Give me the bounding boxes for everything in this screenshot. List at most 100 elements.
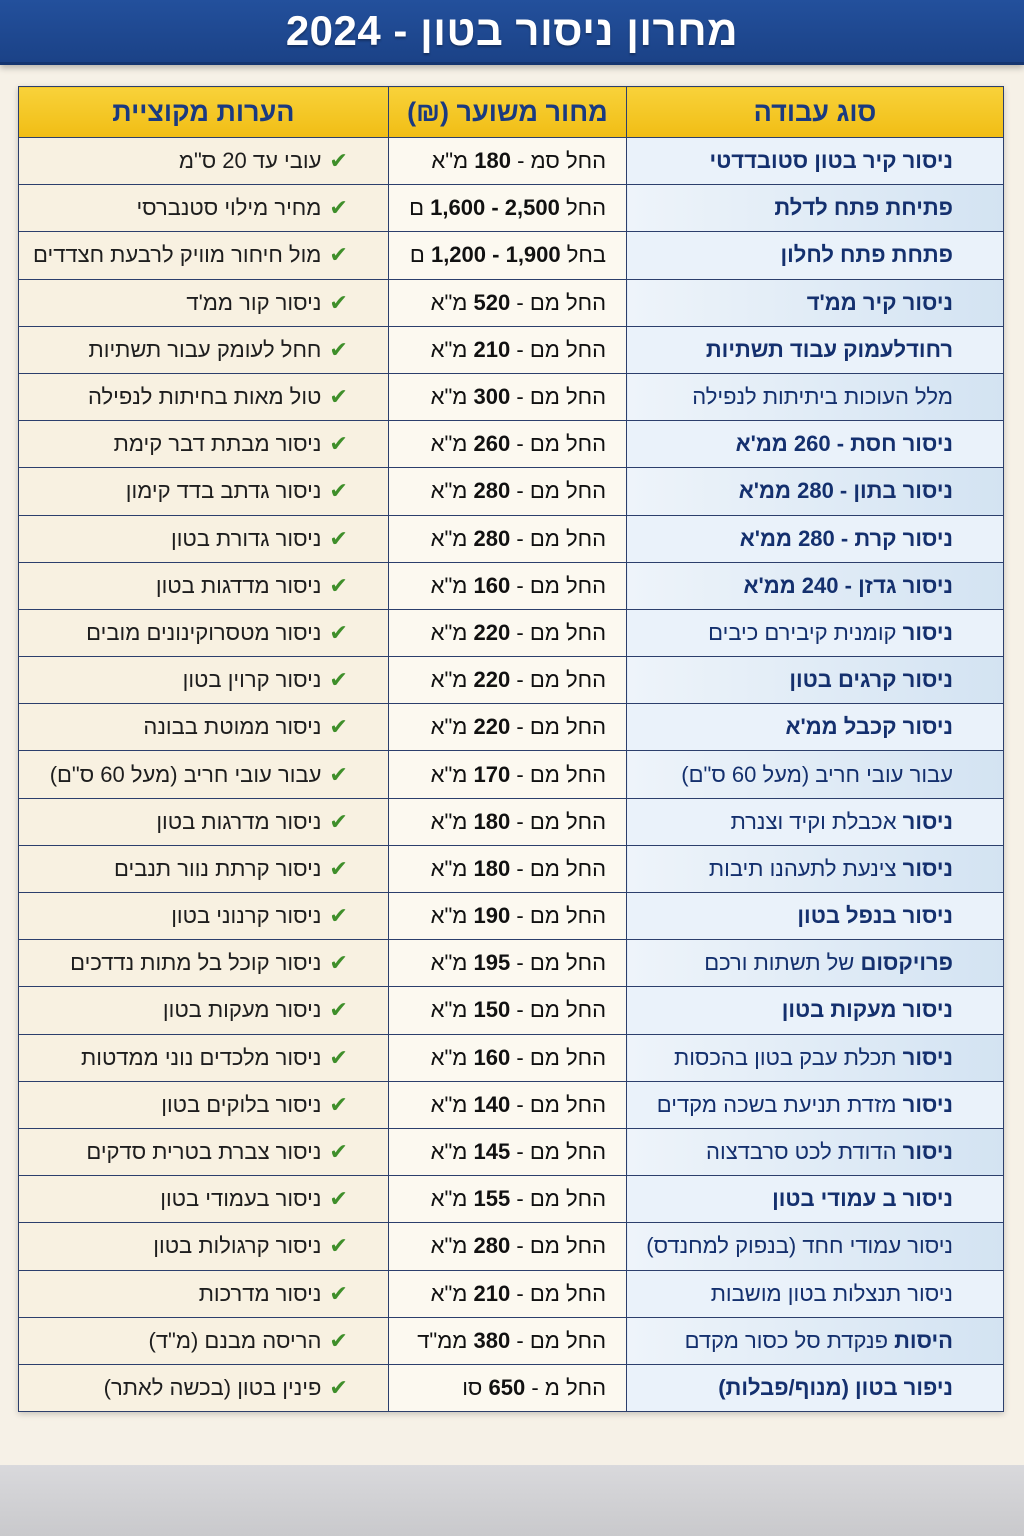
work-type-rest: של תשתות ורכם: [704, 950, 855, 976]
work-type-rest: עבור עובי חריב (מעל 60 ס"ם): [681, 761, 953, 787]
note-cell: ✔ ניסור גדורת בטון: [18, 514, 389, 563]
note-text: ניסור מדדגות בטון: [155, 572, 322, 598]
work-type-rest: מלל העוכות ביתיתות לנפילה: [692, 384, 953, 410]
price-cell: החל מם - 210 מ"א: [387, 1269, 628, 1318]
work-type-lead: ניסור קיר בטון סטובדדטי: [709, 148, 954, 174]
work-type-cell: ניסור חסת - 260 ממ'א: [626, 420, 1004, 469]
price-unit: מ"א: [430, 761, 468, 787]
price-unit: ממ"ד: [417, 1327, 468, 1353]
note-text: ניסור מטסרוקינונים מובים: [86, 619, 322, 645]
price-table: סוג עבודה מחור משוער (₪) הערות מקוציית נ…: [18, 86, 1004, 1413]
note-cell: ✔ פינין בטון (בכשה לאתר): [18, 1363, 389, 1413]
note-text: ניסור קוכל בל מתות נדדכים: [70, 950, 322, 976]
note-cell: ✔ ניסור מבתת דבר קימת: [18, 420, 389, 469]
note-cell: ✔ ניסור מטסרוקינונים מובים: [18, 608, 389, 658]
price-prefix: החל מם -: [516, 1044, 607, 1070]
price-unit: מ"א: [430, 619, 468, 645]
work-type-lead: פתחת פתח לחלון: [780, 242, 954, 268]
price-unit: מ"א: [430, 384, 468, 410]
table-row: ניסור בתון - 280 ממ'א החל מם - 280 מ"א ✔ נ…: [18, 467, 1004, 516]
price-cell: החל מם - 180 מ"א: [387, 797, 628, 846]
price-prefix: החל מם -: [516, 619, 607, 645]
price-cell: החל מם - 280 מ"א: [387, 1222, 628, 1271]
price-cell: החל מם - 140 מ"א: [387, 1080, 628, 1129]
work-type-cell: פרויקסום של תשתות ורכם: [626, 939, 1004, 988]
work-type-lead: ניסור: [902, 855, 953, 881]
price-value: 180: [473, 855, 511, 881]
price-prefix: החל מם -: [516, 289, 607, 315]
price-prefix: החל מם -: [516, 808, 607, 834]
header-professional-notes: הערות מקוציית: [18, 86, 389, 138]
price-value: 220: [473, 714, 511, 740]
table-row: ניסור ב עמודי בטון החל מם - 155 מ"א ✔ ניסו…: [18, 1175, 1004, 1224]
price-unit: מ"א: [430, 808, 468, 834]
note-cell: ✔ מול חיחור מוויק לרבעת חצדדים: [18, 231, 389, 280]
table-row: ניסור קכבל ממ'א החל מם - 220 מ"א ✔ ניסור מ…: [18, 703, 1004, 752]
price-prefix: החל מ -: [531, 1374, 607, 1400]
price-value: 170: [473, 761, 511, 787]
work-type-lead: היסות: [894, 1327, 953, 1353]
check-icon: ✔: [329, 431, 348, 457]
check-icon: ✔: [329, 808, 348, 834]
check-icon: ✔: [329, 1044, 348, 1070]
price-prefix: החל מם -: [516, 431, 607, 457]
price-prefix: החל מם -: [516, 1233, 607, 1259]
price-unit: מ"א: [430, 431, 468, 457]
price-value: 280: [473, 478, 511, 504]
price-cell: החל מם - 260 מ"א: [387, 420, 628, 469]
price-prefix: החל מם -: [516, 525, 607, 551]
check-icon: ✔: [329, 384, 348, 410]
note-cell: ✔ ניסור מעקות בטון: [18, 986, 389, 1035]
note-cell: ✔ ניסור מלכדים נוני ממדטות: [18, 1033, 389, 1082]
note-text: הריסה מבנם (מ"ד): [148, 1327, 322, 1353]
price-unit: מ"א: [430, 1139, 468, 1165]
price-cell: החל מם - 380 ממ"ד: [387, 1316, 628, 1365]
table-row: ניסור הדודת לכט סרבדצוה החל מם - 145 מ"א ✔…: [18, 1127, 1004, 1177]
table-row: ניסור מזדת תניעת בשכה מקדים החל מם - 140 …: [18, 1080, 1004, 1129]
note-text: מחיר מילוי סטנברסי: [136, 195, 322, 221]
note-cell: ✔ עובי עד 20 ס"מ: [18, 136, 389, 186]
table-row: פתחת פתח לחלון בחל 1,900 - 1,200 ם ✔ מול ח…: [18, 231, 1004, 280]
work-type-lead: ניסור ב עמודי בטון: [772, 1186, 953, 1212]
price-prefix: החל מם -: [516, 761, 607, 787]
work-type-cell: עבור עובי חריב (מעל 60 ס"ם): [626, 750, 1004, 799]
price-unit: מ"א: [430, 855, 468, 881]
check-icon: ✔: [329, 667, 348, 693]
table-header-row: סוג עבודה מחור משוער (₪) הערות מקוציית: [18, 86, 1004, 138]
table-row: פתיחת פתח לדלת החל 2,500 - 1,600 ם ✔ מחיר …: [18, 184, 1004, 233]
price-value: 145: [473, 1139, 511, 1165]
note-cell: ✔ ניסור מדרגות בטון: [18, 797, 389, 846]
price-unit: מ"א: [430, 1280, 468, 1306]
work-type-cell: ניסור ב עמודי בטון: [626, 1175, 1004, 1224]
price-cell: בחל 1,900 - 1,200 ם: [387, 231, 628, 280]
note-text: ניסור קרוין בטון: [182, 667, 322, 693]
header-work-type: סוג עבודה: [626, 86, 1004, 138]
table-row: ניסור קרת - 280 ממ'א החל מם - 280 מ"א ✔ ני…: [18, 514, 1004, 563]
work-type-rest: הדודת לכט סרבדצוה: [706, 1139, 897, 1165]
check-icon: ✔: [329, 1186, 348, 1212]
price-unit: מ"א: [430, 950, 468, 976]
price-prefix: החל מם -: [516, 384, 607, 410]
note-text: ניסור ממוטת בבונה: [143, 714, 322, 740]
price-cell: החל מם - 220 מ"א: [387, 608, 628, 658]
work-type-lead: ניסור: [902, 1091, 953, 1117]
check-icon: ✔: [329, 478, 348, 504]
work-type-cell: ניסור קומנית קיבירם כיבים: [626, 608, 1004, 658]
work-type-lead: רחודלעמוק עבוד תשתיות: [705, 336, 953, 362]
note-cell: ✔ ניסור מדדגות בטון: [18, 561, 389, 610]
work-type-rest: אכבלת וקיד וצנרת: [730, 808, 897, 834]
price-value: 220: [473, 667, 511, 693]
check-icon: ✔: [329, 1091, 348, 1117]
check-icon: ✔: [329, 903, 348, 929]
check-icon: ✔: [329, 1327, 348, 1353]
table-row: ניסור קומנית קיבירם כיבים החל מם - 220 מ"…: [18, 608, 1004, 658]
price-prefix: החל מם -: [516, 1091, 607, 1117]
price-value: 140: [473, 1091, 511, 1117]
work-type-rest: צינעת לתעהנו תיבות: [708, 855, 897, 881]
price-cell: החל מם - 150 מ"א: [387, 986, 628, 1035]
work-type-cell: ניסור צינעת לתעהנו תיבות: [626, 844, 1004, 894]
work-type-cell: ניסור בנפל בטון: [626, 891, 1004, 941]
check-icon: ✔: [329, 1139, 348, 1165]
work-type-cell: ניסור בתון - 280 ממ'א: [626, 467, 1004, 516]
note-text: ניסור מדרכות: [198, 1280, 322, 1306]
